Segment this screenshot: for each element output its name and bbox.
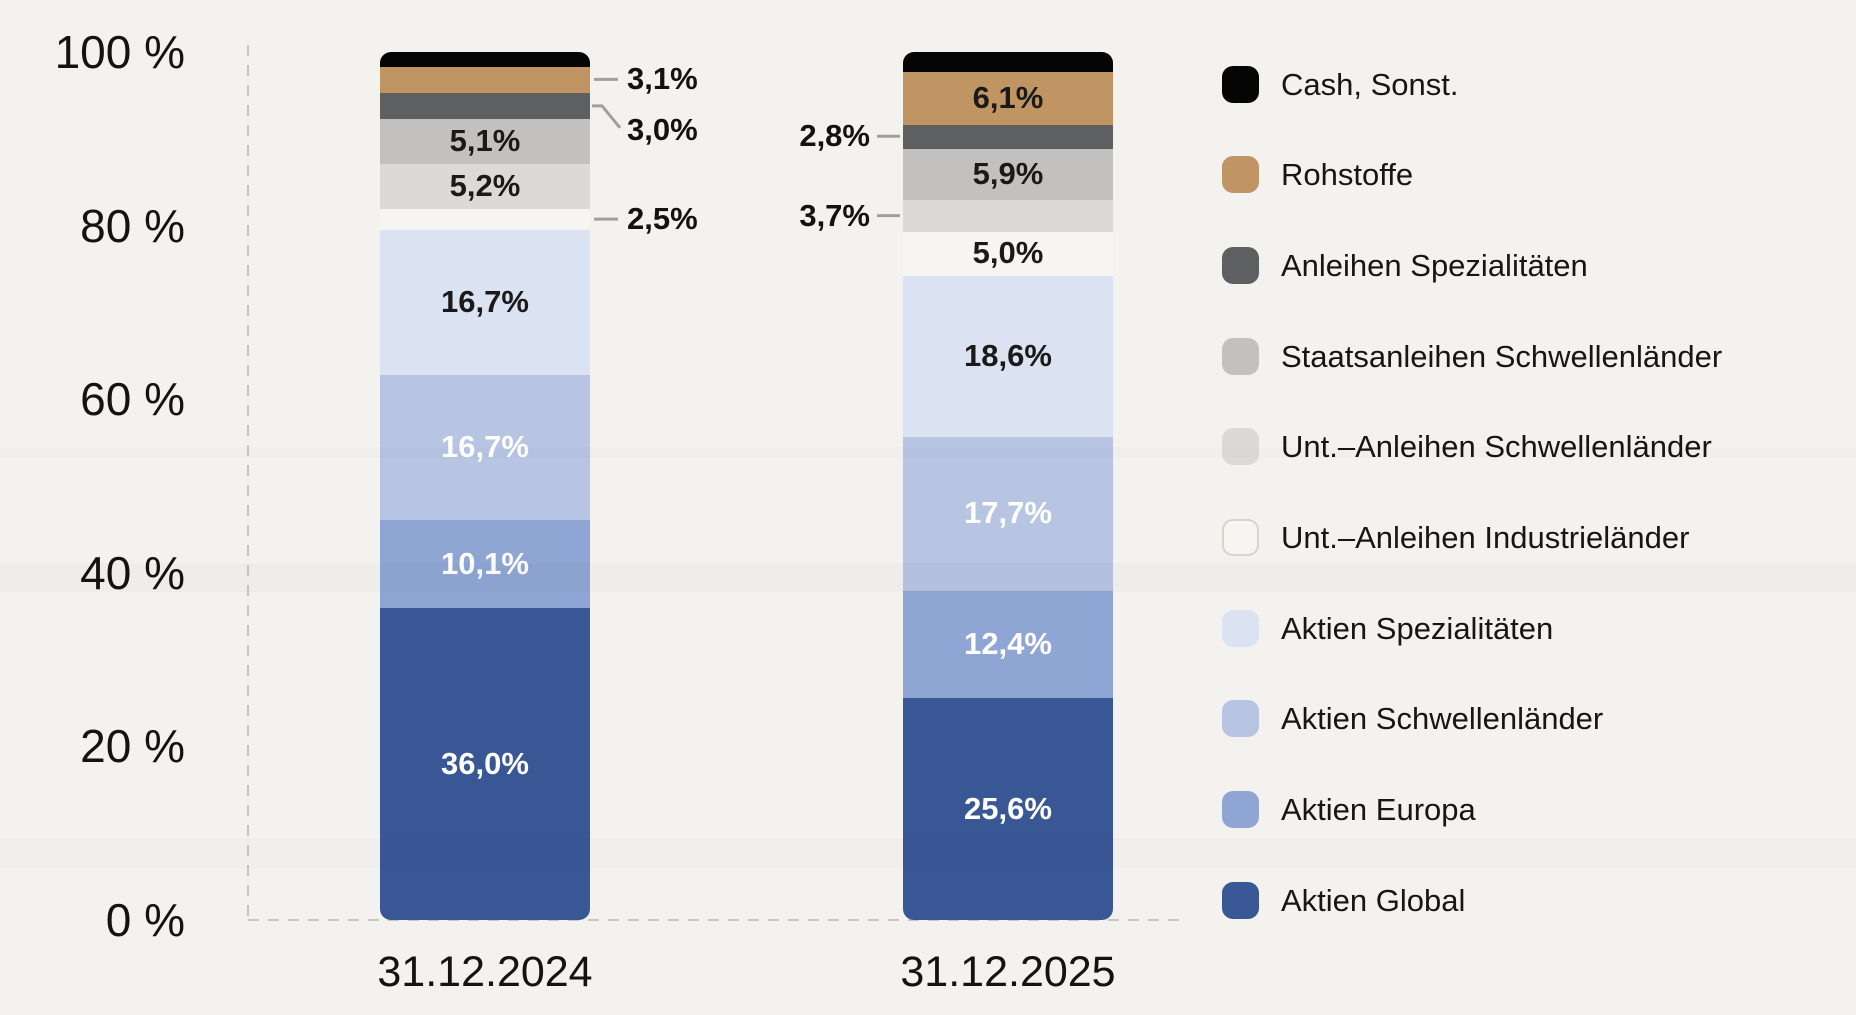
legend-swatch <box>1222 881 1259 919</box>
y-axis-tick-label: 80 % <box>80 199 185 252</box>
legend-item-aktien-europa[interactable]: Aktien Europa <box>1222 790 1476 830</box>
x-axis-category-label: 31.12.2025 <box>900 948 1116 996</box>
bar-segment-cash-sonst[interactable] <box>903 52 1113 72</box>
y-axis-tick-label: 20 % <box>80 720 185 773</box>
segment-value-label: 5,0% <box>972 235 1044 271</box>
legend-item-unt-anleihen-schwellenländer[interactable]: Unt.–Anleihen Schwellenländer <box>1222 427 1712 467</box>
segment-value-label: 16,7% <box>441 429 529 465</box>
segment-value-label: 6,1% <box>972 79 1044 115</box>
segment-value-label: 5,9% <box>972 156 1044 191</box>
legend-item-anleihen-spezialitäten[interactable]: Anleihen Spezialitäten <box>1222 245 1588 285</box>
legend-label: Aktien Europa <box>1281 792 1476 828</box>
bar-segment-aktien-europa[interactable] <box>380 519 590 609</box>
bar-segment-aktien-spezialitäten[interactable] <box>380 229 590 376</box>
legend-swatch <box>1222 246 1259 284</box>
segment-value-label: 25,6% <box>964 790 1052 826</box>
callout-value-label: 3,7% <box>799 197 870 233</box>
bar-segment-rohstoffe[interactable] <box>380 65 590 94</box>
segment-value-label: 17,7% <box>964 495 1052 531</box>
segment-value-label: 5,1% <box>449 123 521 158</box>
legend-label: Anleihen Spezialitäten <box>1281 247 1588 283</box>
bar-segment-unt-anleihen-industrieländer[interactable] <box>380 208 590 231</box>
legend-label: Staatsanleihen Schwellenländer <box>1281 338 1723 374</box>
legend-swatch <box>1222 609 1259 647</box>
bar-segment-staatsanleihen-schwellenländer[interactable] <box>903 148 1113 201</box>
segment-value-label: 10,1% <box>441 545 529 581</box>
segment-value-label: 5,2% <box>449 167 521 203</box>
y-axis-tick-label: 100 % <box>54 26 185 78</box>
y-axis-tick-label: 0 % <box>105 894 185 946</box>
bar-segment-rohstoffe[interactable] <box>903 71 1113 125</box>
legend-label: Aktien Schwellenländer <box>1281 701 1604 737</box>
callout-value-label: 3,0% <box>627 111 698 147</box>
legend-item-rohstoffe[interactable]: Rohstoffe <box>1222 155 1413 195</box>
segment-value-label: 16,7% <box>441 284 529 320</box>
legend-item-staatsanleihen-schwellenländer[interactable]: Staatsanleihen Schwellenländer <box>1222 336 1722 376</box>
bar-segment-unt-anleihen-industrieländer[interactable] <box>903 231 1113 276</box>
legend-item-unt-anleihen-industrieländer[interactable]: Unt.–Anleihen Industrieländer <box>1222 518 1689 558</box>
callout-value-label: 3,1% <box>627 61 698 97</box>
segment-value-label: 18,6% <box>964 337 1052 373</box>
legend-swatch <box>1222 65 1259 103</box>
callout-value-label: 2,8% <box>799 118 870 154</box>
bar-segment-aktien-global[interactable] <box>380 607 590 920</box>
legend-swatch <box>1222 700 1259 738</box>
legend-label: Rohstoffe <box>1281 157 1414 193</box>
bar-segment-unt-anleihen-schwellenländer[interactable] <box>380 163 590 209</box>
legend-label: Cash, Sonst. <box>1281 66 1459 102</box>
x-axis-category-label: 31.12.2024 <box>377 948 593 996</box>
segment-value-label: 36,0% <box>441 745 529 781</box>
legend-label: Unt.–Anleihen Industrieländer <box>1281 520 1690 555</box>
bar-segment-staatsanleihen-schwellenländer[interactable] <box>380 118 590 164</box>
bar-segment-anleihen-spezialitäten[interactable] <box>380 92 590 120</box>
callout-line <box>592 104 622 129</box>
bar-segment-aktien-europa[interactable] <box>903 590 1113 699</box>
bar-segment-aktien-spezialitäten[interactable] <box>903 275 1113 438</box>
legend-label: Aktien Spezialitäten <box>1281 610 1554 646</box>
y-axis-tick-label: 60 % <box>80 373 185 426</box>
legend-swatch <box>1222 428 1259 466</box>
bar-segment-unt-anleihen-schwellenländer[interactable] <box>903 199 1113 233</box>
legend-swatch <box>1222 519 1259 556</box>
legend-swatch <box>1222 791 1259 829</box>
bar-segment-aktien-schwellenländer[interactable] <box>380 374 590 521</box>
legend-item-cash-sonst[interactable]: Cash, Sonst. <box>1222 64 1458 104</box>
legend-item-aktien-global[interactable]: Aktien Global <box>1222 880 1465 920</box>
y-axis-tick-label: 40 % <box>80 546 185 599</box>
bar-segment-aktien-global[interactable] <box>903 697 1113 920</box>
legend-swatch <box>1222 156 1259 194</box>
stacked-bar-31-12-2025 <box>903 52 1113 920</box>
legend-label: Unt.–Anleihen Schwellenländer <box>1281 429 1712 465</box>
stacked-bar-31-12-2024 <box>380 52 590 920</box>
bar-segment-aktien-schwellenländer[interactable] <box>903 436 1113 591</box>
bar-segment-cash-sonst[interactable] <box>380 52 590 67</box>
bar-segment-anleihen-spezialitäten[interactable] <box>903 124 1113 149</box>
callout-value-label: 2,5% <box>627 201 698 237</box>
legend-item-aktien-spezialitäten[interactable]: Aktien Spezialitäten <box>1222 608 1553 648</box>
legend-swatch <box>1222 337 1259 375</box>
legend-item-aktien-schwellenländer[interactable]: Aktien Schwellenländer <box>1222 699 1603 739</box>
legend-label: Aktien Global <box>1281 882 1466 918</box>
segment-value-label: 12,4% <box>964 626 1052 661</box>
